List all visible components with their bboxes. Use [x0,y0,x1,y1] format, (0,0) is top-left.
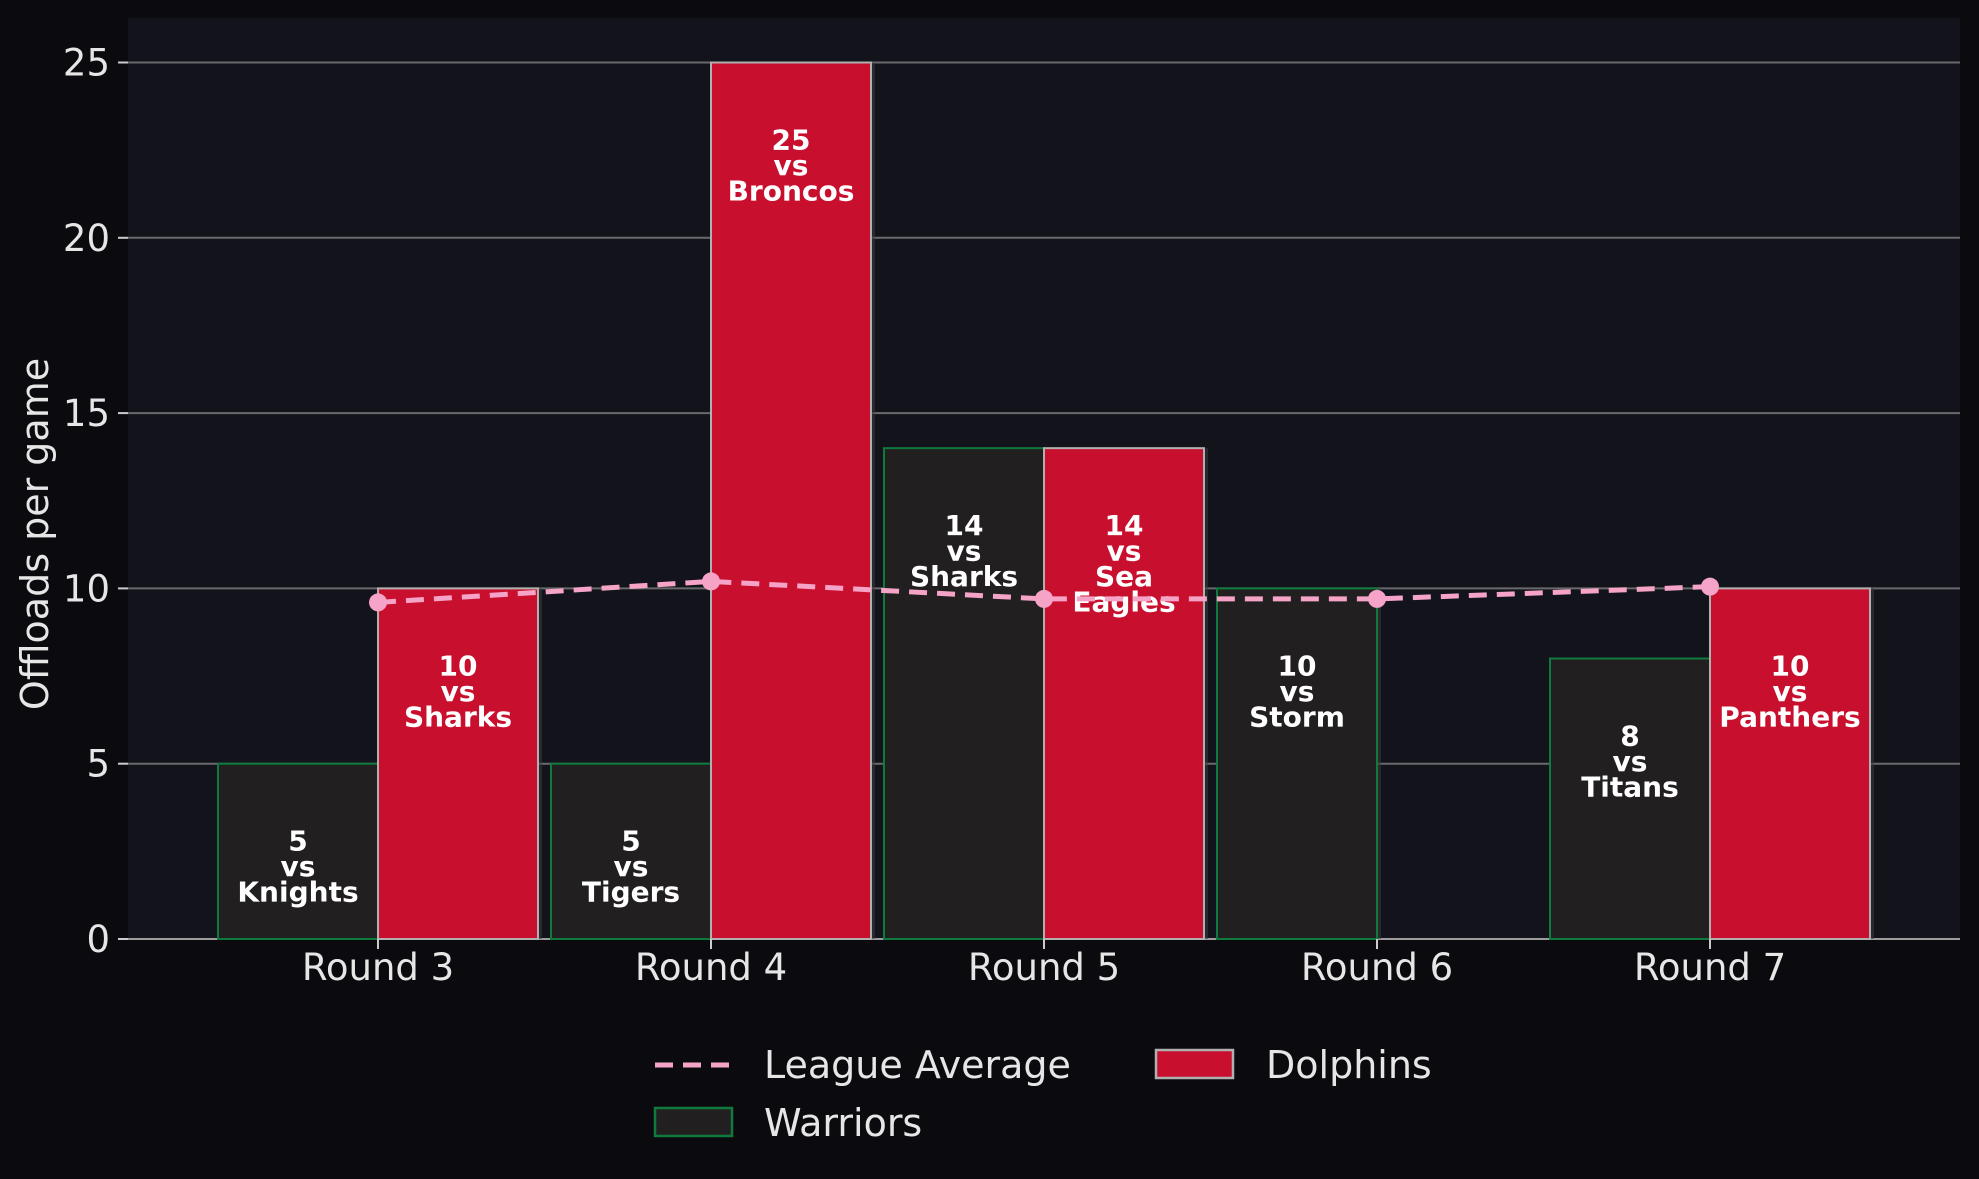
league-average-point [1368,589,1386,608]
bar-value-label: 10 vs Storm [1249,649,1345,733]
y-tick-label: 15 [63,392,110,435]
bar-value-label: 10 vs Panthers [1719,649,1860,733]
bar-warriors-4 [1549,657,1711,941]
x-tick-label: Round 4 [635,946,787,989]
y-ticks: 0 5 10 15 20 25 [63,42,128,961]
legend-league-average-label: League Average [764,1043,1071,1087]
league-average-point [702,572,720,591]
league-average-point [1701,577,1719,596]
x-ticks: Round 3 Round 4 Round 5 Round 6 Round 7 [302,939,1786,989]
y-tick-label: 10 [63,567,110,610]
league-average-point [369,593,387,612]
bar-dolphins-0 [377,587,539,941]
x-tick-label: Round 6 [1301,946,1453,989]
legend-dolphins-swatch [1154,1048,1235,1080]
bars [217,61,1874,941]
bar-value-label: 14 vs Sharks [910,509,1018,593]
bar-value-label: 5 vs Tigers [582,825,680,909]
y-axis-label: Offloads per game [13,358,57,710]
bar-dolphins-2 [1043,447,1205,940]
bar-value-label: 14 vs Sea Eagles [1072,509,1175,619]
legend: League Average Warriors Dolphins [653,1043,1432,1145]
league-average-line [369,572,1719,612]
x-tick-label: Round 3 [302,946,454,989]
league-average-point [1035,589,1053,608]
x-tick-label: Round 7 [1634,946,1786,989]
bar-value-label: 5 vs Knights [237,825,358,909]
y-tick-label: 20 [63,217,110,260]
bar-warriors-3 [1216,587,1378,941]
bar-labels: 5 vs Knights 10 vs Sharks 5 vs Tigers 25 vs Broncos… [237,124,1860,909]
legend-warriors-label: Warriors [764,1101,922,1145]
bar-dolphins-4 [1709,587,1871,941]
bar-warriors-2 [883,447,1045,940]
y-tick-label: 5 [86,743,110,786]
y-tick-label: 0 [86,918,110,961]
bar-warriors-0 [217,762,379,941]
bar-value-label: 8 vs Titans [1581,720,1679,804]
bar-value-label: 10 vs Sharks [404,649,512,733]
bar-value-label: 25 vs Broncos [728,124,855,208]
x-tick-label: Round 5 [968,946,1120,989]
y-tick-label: 25 [63,42,110,85]
legend-dolphins-label: Dolphins [1266,1043,1432,1087]
bar-warriors-1 [550,762,712,941]
legend-warriors-swatch [653,1106,734,1138]
bar-dolphins-1 [710,61,872,940]
